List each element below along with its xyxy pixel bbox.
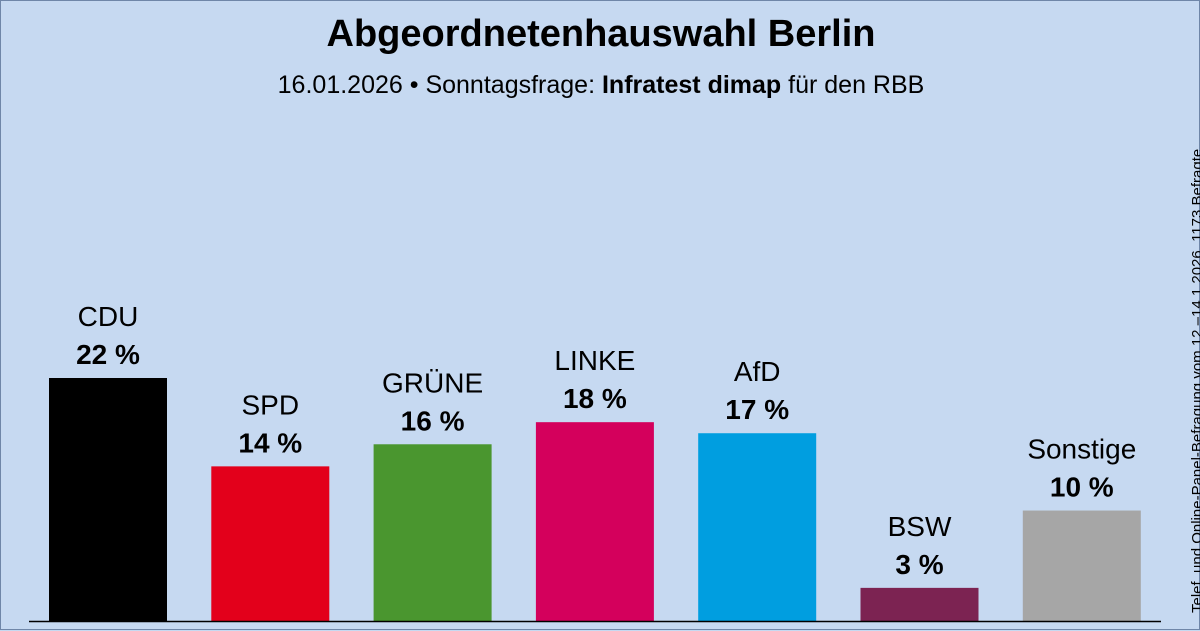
bar-bsw: [860, 587, 979, 621]
side-note: Telef. und Online-Panel-Befragung vom 12…: [1189, 148, 1200, 613]
value-label-cdu: 22 %: [76, 339, 140, 370]
value-label-gr-ne: 16 %: [401, 405, 465, 436]
subtitle-suffix: für den RBB: [788, 71, 925, 99]
value-label-afd: 17 %: [725, 394, 789, 425]
value-label-sonstige: 10 %: [1050, 472, 1114, 503]
bar-sonstige: [1022, 510, 1141, 621]
category-label-bsw: BSW: [888, 511, 952, 542]
value-label-linke: 18 %: [563, 383, 627, 414]
subtitle-date: 16.01.2026: [277, 71, 403, 99]
category-label-cdu: CDU: [78, 301, 139, 332]
value-label-spd: 14 %: [238, 427, 302, 458]
chart-subtitle: 16.01.2026 • Sonntagsfrage: Infratest di…: [1, 71, 1200, 100]
subtitle-question: Sonntagsfrage:: [425, 71, 596, 99]
bar-linke: [535, 422, 654, 621]
category-label-linke: LINKE: [554, 345, 635, 376]
category-label-spd: SPD: [242, 389, 300, 420]
bar-spd: [211, 466, 330, 621]
subtitle-separator: •: [409, 71, 419, 99]
value-label-bsw: 3 %: [895, 549, 943, 580]
category-label-gr-ne: GRÜNE: [382, 367, 483, 398]
category-label-sonstige: Sonstige: [1027, 434, 1136, 465]
subtitle-institute: Infratest dimap: [601, 71, 782, 99]
category-label-afd: AfD: [734, 356, 781, 387]
bar-gr-ne: [373, 444, 492, 621]
bar-cdu: [49, 378, 167, 621]
chart-title: Abgeordnetenhauswahl Berlin: [326, 13, 876, 55]
bar-afd: [698, 433, 817, 621]
